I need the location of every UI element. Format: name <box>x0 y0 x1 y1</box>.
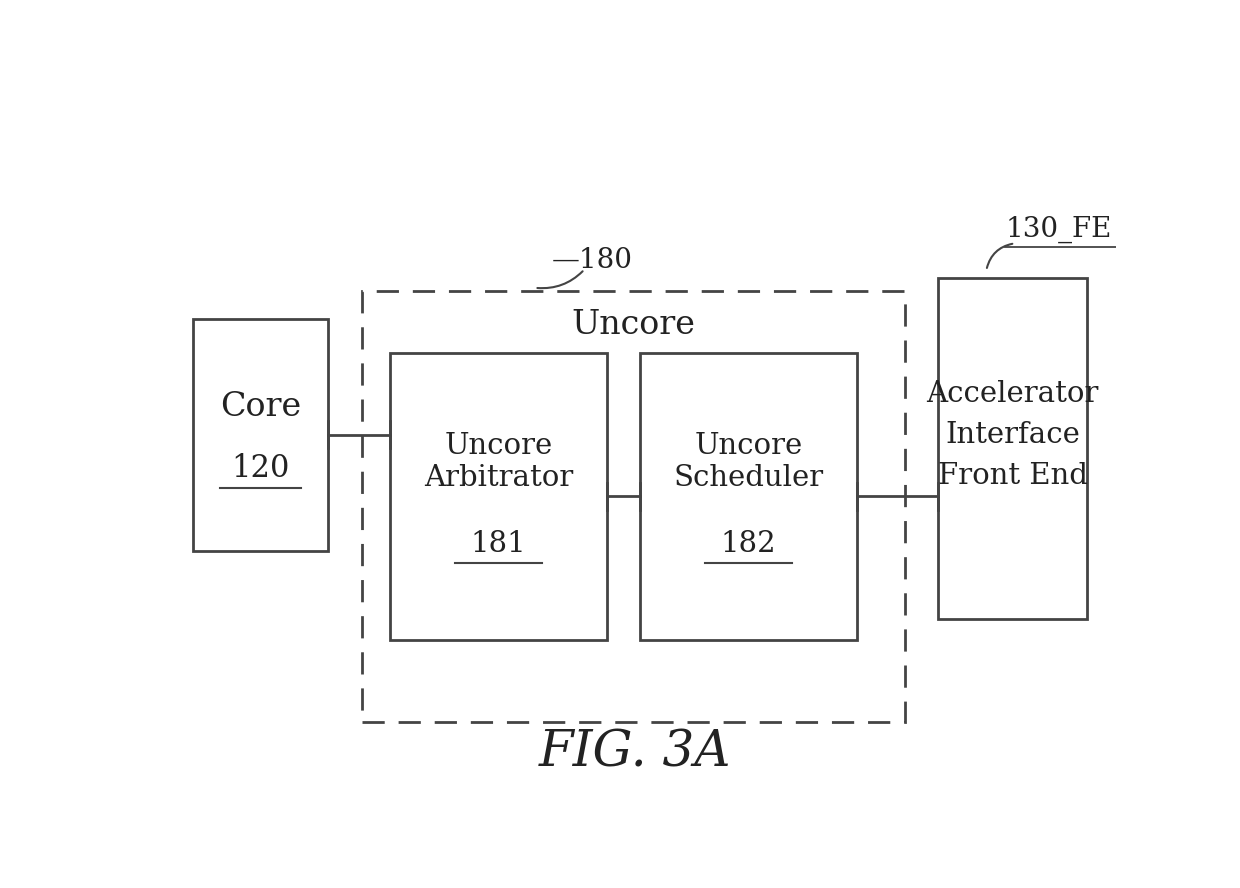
Text: Core: Core <box>219 392 301 424</box>
Bar <box>391 353 606 640</box>
Bar <box>193 319 327 551</box>
Text: Uncore: Uncore <box>572 309 696 341</box>
Text: 182: 182 <box>720 530 776 559</box>
Text: 181: 181 <box>471 530 526 559</box>
Text: 130_FE: 130_FE <box>1006 216 1112 243</box>
Bar <box>640 353 857 640</box>
Text: Accelerator
Interface
Front End: Accelerator Interface Front End <box>926 379 1099 490</box>
Text: Uncore
Scheduler: Uncore Scheduler <box>673 432 823 492</box>
Text: 120: 120 <box>232 454 290 485</box>
Bar <box>362 291 904 722</box>
Text: FIG. 3A: FIG. 3A <box>539 728 732 777</box>
Text: —180: —180 <box>552 247 632 274</box>
Text: Uncore
Arbitrator: Uncore Arbitrator <box>424 432 573 492</box>
Bar <box>939 278 1087 620</box>
